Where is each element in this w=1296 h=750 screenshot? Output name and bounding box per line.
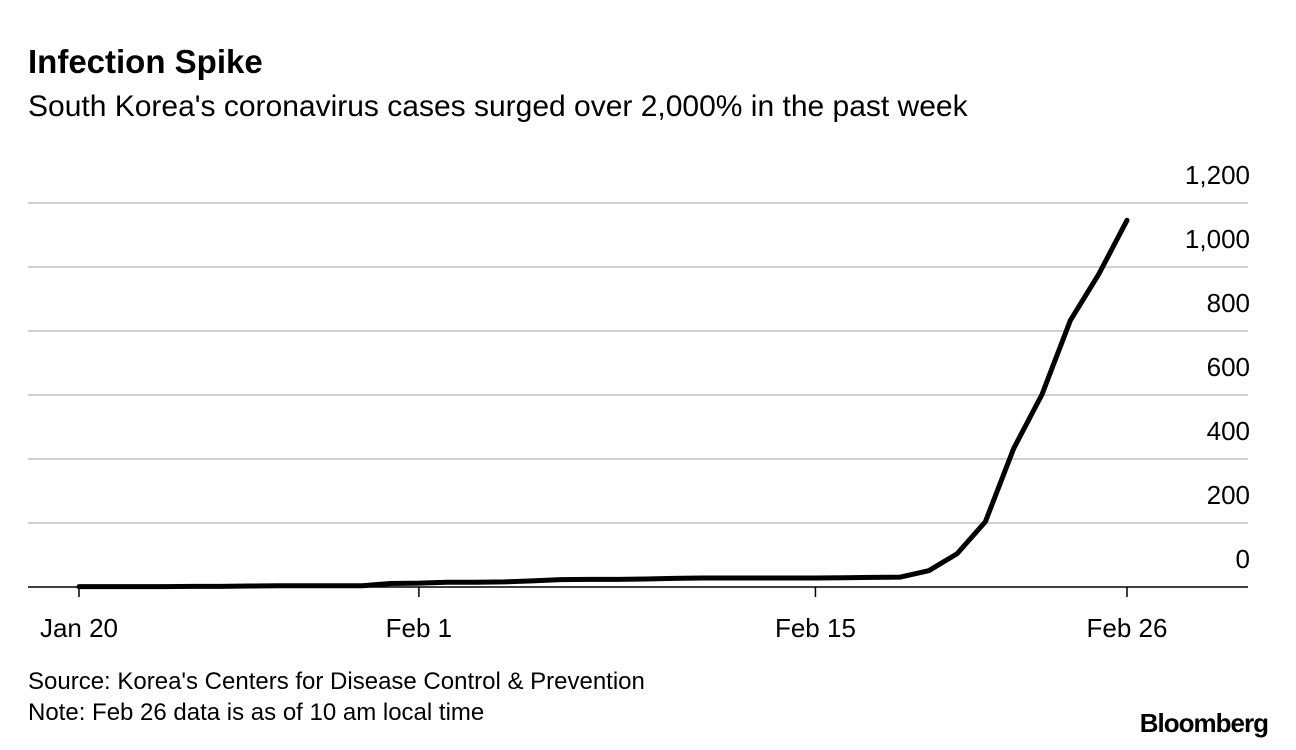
x-tick-label: Feb 1 [386, 613, 453, 643]
chart-title: Infection Spike [28, 43, 263, 80]
y-tick-label: 600 [1207, 352, 1250, 382]
data-line [76, 217, 1130, 590]
y-tick-label: 0 [1236, 544, 1250, 574]
y-tick-label: 800 [1207, 288, 1250, 318]
chart-subtitle: South Korea's coronavirus cases surged o… [28, 90, 969, 123]
x-tick-label: Feb 26 [1087, 613, 1168, 643]
source: Source: Korea's Centers for Disease Cont… [28, 668, 645, 695]
y-tick-label: 1,000 [1185, 224, 1250, 254]
x-tick-label: Feb 15 [775, 613, 856, 643]
x-tick-label: Jan 20 [40, 613, 118, 643]
brand-logo: Bloomberg [1140, 708, 1268, 738]
y-tick-label: 200 [1207, 480, 1250, 510]
y-tick-label: 1,200 [1185, 160, 1250, 190]
y-tick-label: 400 [1207, 416, 1250, 446]
note: Note: Feb 26 data is as of 10 am local t… [28, 699, 484, 726]
